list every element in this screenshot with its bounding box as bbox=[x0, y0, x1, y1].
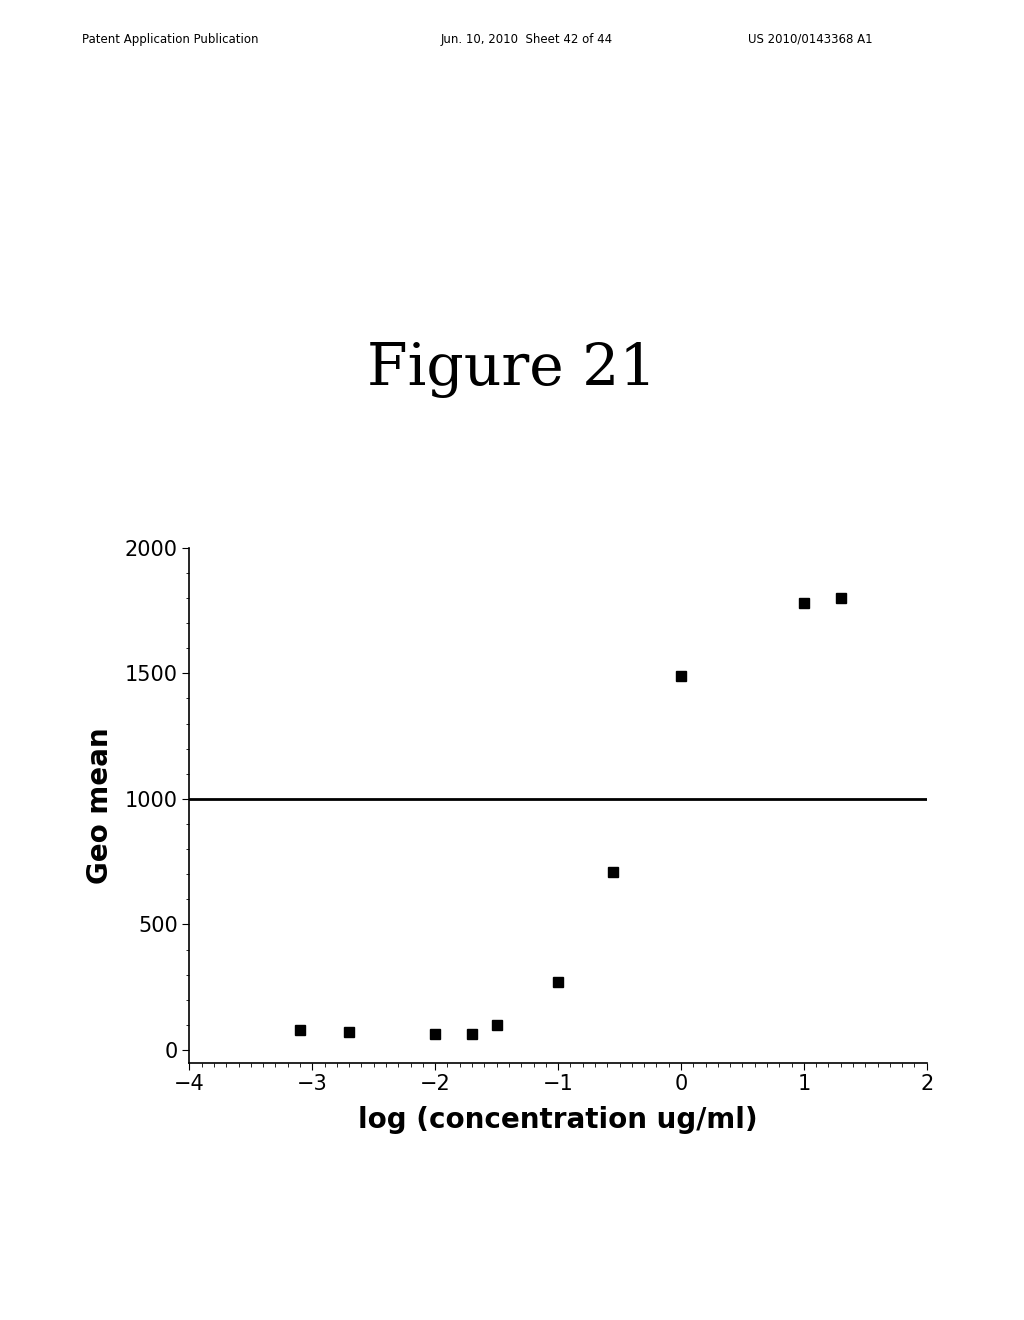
Y-axis label: Geo mean: Geo mean bbox=[86, 727, 114, 883]
Text: Jun. 10, 2010  Sheet 42 of 44: Jun. 10, 2010 Sheet 42 of 44 bbox=[440, 33, 612, 46]
Text: US 2010/0143368 A1: US 2010/0143368 A1 bbox=[748, 33, 872, 46]
Text: Patent Application Publication: Patent Application Publication bbox=[82, 33, 258, 46]
X-axis label: log (concentration ug/ml): log (concentration ug/ml) bbox=[358, 1106, 758, 1134]
Text: Figure 21: Figure 21 bbox=[368, 342, 656, 397]
